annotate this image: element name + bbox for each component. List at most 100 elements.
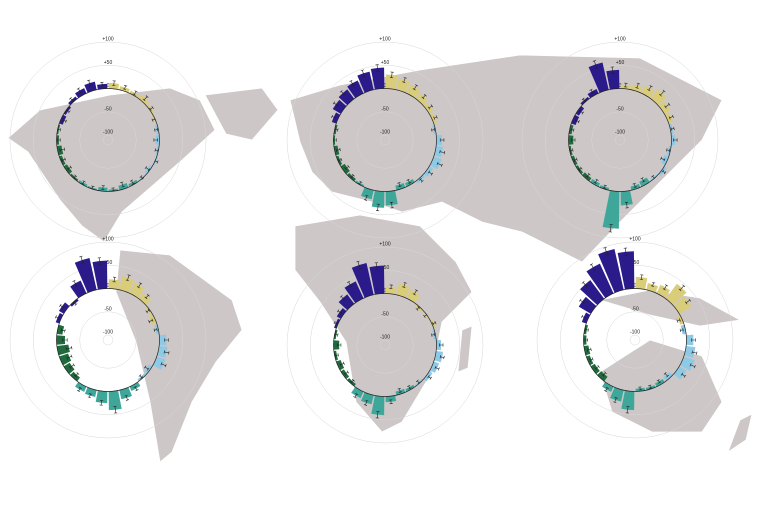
- bar: [63, 362, 75, 374]
- error-bar: [439, 355, 445, 360]
- r-tick-label: -50: [104, 106, 111, 112]
- madagascar: [457, 325, 473, 373]
- error-bar: [581, 281, 589, 288]
- bar: [360, 187, 374, 200]
- bar: [129, 382, 141, 392]
- error-bar: [689, 363, 696, 369]
- bar: [665, 283, 687, 306]
- r-tick-label: 0: [107, 283, 110, 289]
- error-bar: [415, 306, 421, 311]
- bar: [679, 356, 695, 371]
- error-bar: [406, 178, 412, 185]
- grid-ring: [521, 41, 719, 239]
- bar: [610, 387, 624, 402]
- error-bar: [402, 76, 407, 83]
- error-bar: [353, 392, 359, 399]
- r-tick-label: 0: [384, 288, 387, 294]
- error-bar: [65, 346, 73, 351]
- bar: [580, 280, 605, 306]
- bar: [371, 395, 385, 416]
- grid-ring: [379, 339, 391, 351]
- error-bar: [431, 127, 436, 132]
- bar: [138, 293, 151, 306]
- error-bar: [603, 246, 609, 256]
- error-bar: [412, 289, 419, 296]
- bar: [336, 307, 347, 319]
- r-tick-label: +50: [381, 60, 390, 66]
- bar: [606, 69, 620, 90]
- bar: [385, 74, 398, 90]
- error-bar: [112, 80, 116, 87]
- error-bar: [589, 263, 597, 272]
- r-tick-label: +100: [102, 37, 113, 43]
- error-bar: [660, 156, 666, 162]
- radial-chart: +100 +50 0 -50 -100: [9, 37, 207, 239]
- bar: [568, 135, 574, 145]
- error-bar: [333, 320, 339, 326]
- bar: [70, 371, 80, 382]
- bar: [590, 363, 600, 374]
- error-bar: [676, 318, 681, 323]
- error-bar: [153, 327, 158, 332]
- error-bar: [138, 374, 144, 379]
- bar: [588, 62, 609, 93]
- grid-ring: [536, 241, 734, 439]
- radial-chart: +100 +50 0 -50 -100: [536, 237, 734, 439]
- error-bar: [648, 384, 653, 389]
- error-bar: [680, 372, 687, 378]
- bar: [56, 324, 65, 335]
- error-bar: [389, 201, 394, 209]
- grid-ring: [102, 134, 114, 146]
- error-bar: [670, 126, 675, 131]
- error-bar: [610, 66, 615, 74]
- error-bar: [602, 184, 607, 189]
- bar: [396, 78, 410, 93]
- error-bar: [81, 180, 86, 185]
- error-bar: [164, 338, 169, 342]
- error-bar: [415, 379, 421, 385]
- bar: [586, 263, 614, 298]
- error-bar: [129, 179, 135, 185]
- error-bar: [577, 166, 583, 172]
- grid-ring: [102, 334, 114, 346]
- error-bar: [69, 96, 75, 103]
- error-bar: [62, 338, 68, 342]
- bar: [108, 390, 122, 411]
- grid-ring: [545, 65, 695, 215]
- r-tick-label: -50: [631, 306, 638, 312]
- error-bar: [624, 201, 629, 209]
- error-bar: [87, 79, 92, 87]
- error-bar: [668, 114, 674, 120]
- bar: [108, 82, 120, 90]
- error-bar: [97, 257, 102, 265]
- australia: [599, 339, 723, 433]
- bar: [597, 371, 608, 382]
- grid-ring: [356, 316, 414, 374]
- bar: [583, 345, 591, 356]
- error-bar: [148, 318, 154, 324]
- error-bar: [570, 127, 575, 132]
- bar: [654, 379, 665, 387]
- bar: [159, 334, 167, 346]
- error-bar: [666, 148, 671, 153]
- bar: [84, 81, 97, 93]
- grid-ring: [629, 334, 641, 346]
- error-bar: [111, 187, 115, 192]
- grid-ring: [560, 265, 710, 415]
- bar: [56, 335, 66, 345]
- error-bar: [593, 178, 599, 185]
- bar: [95, 390, 108, 404]
- error-bar: [350, 378, 355, 384]
- error-bar: [650, 281, 656, 287]
- r-tick-label: -100: [103, 130, 113, 136]
- r-tick-label: 0: [384, 83, 387, 89]
- error-bar: [136, 282, 143, 289]
- bar: [581, 312, 591, 324]
- error-bar: [334, 127, 339, 132]
- error-bar: [72, 301, 78, 306]
- error-bar: [87, 393, 93, 399]
- bar: [631, 84, 643, 93]
- bar: [108, 279, 120, 290]
- error-bar: [691, 350, 698, 355]
- grid-ring: [33, 265, 183, 415]
